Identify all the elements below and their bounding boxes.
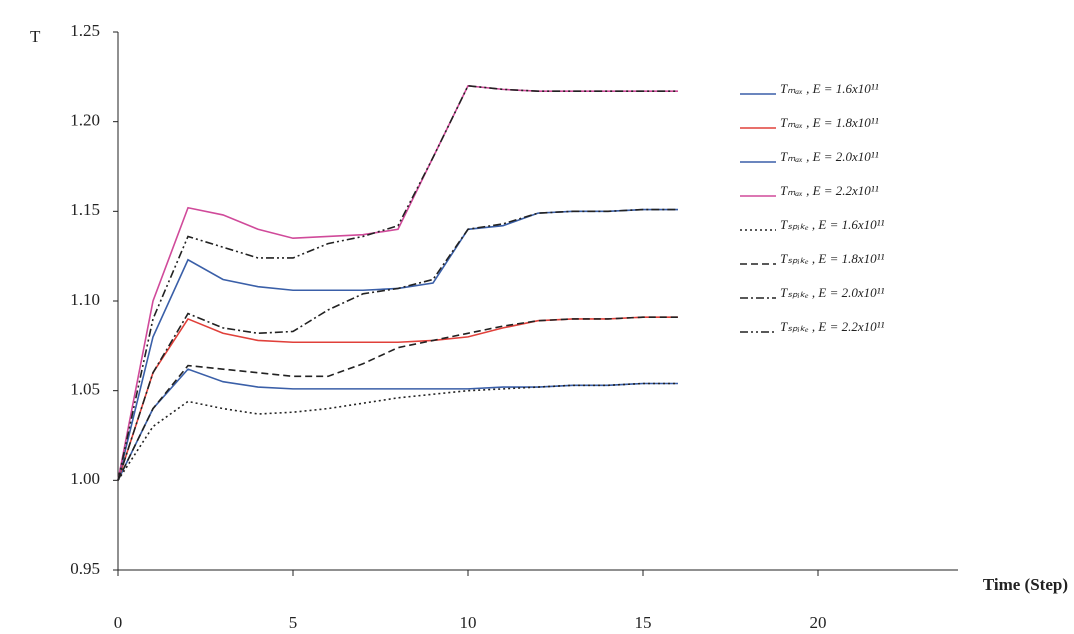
y-tick-label: 0.95 [70, 559, 100, 578]
series-line [117, 382, 678, 481]
y-axis-label: T [30, 27, 41, 46]
x-tick-label: 10 [460, 613, 477, 632]
y-tick-label: 1.10 [70, 290, 100, 309]
series-line [117, 84, 678, 481]
y-tick-label: 1.05 [70, 380, 100, 399]
x-axis-label: Time (Step) [983, 575, 1068, 594]
x-tick-label: 20 [810, 613, 827, 632]
series-line [117, 316, 678, 481]
series-line [117, 208, 678, 481]
legend-label: Tₘₐₓ , E = 1.6x10¹¹ [780, 81, 879, 96]
legend-label: Tₘₐₓ , E = 2.2x10¹¹ [780, 183, 879, 198]
legend-label: Tₛₚᵢₖₑ , E = 1.8x10¹¹ [780, 251, 885, 266]
y-tick-label: 1.00 [70, 469, 100, 488]
series-line [117, 84, 678, 481]
series-line [117, 316, 678, 481]
legend-label: Tₘₐₓ , E = 2.0x10¹¹ [780, 149, 879, 164]
legend-label: Tₘₐₓ , E = 1.8x10¹¹ [780, 115, 879, 130]
legend-label: Tₛₚᵢₖₑ , E = 1.6x10¹¹ [780, 217, 885, 232]
x-tick-label: 0 [114, 613, 123, 632]
y-tick-label: 1.25 [70, 21, 100, 40]
y-tick-label: 1.20 [70, 111, 100, 130]
y-tick-label: 1.15 [70, 200, 100, 219]
x-tick-label: 15 [635, 613, 652, 632]
legend-label: Tₛₚᵢₖₑ , E = 2.2x10¹¹ [780, 319, 885, 334]
x-tick-label: 5 [289, 613, 298, 632]
series-line [117, 208, 678, 481]
legend-label: Tₛₚᵢₖₑ , E = 2.0x10¹¹ [780, 285, 885, 300]
